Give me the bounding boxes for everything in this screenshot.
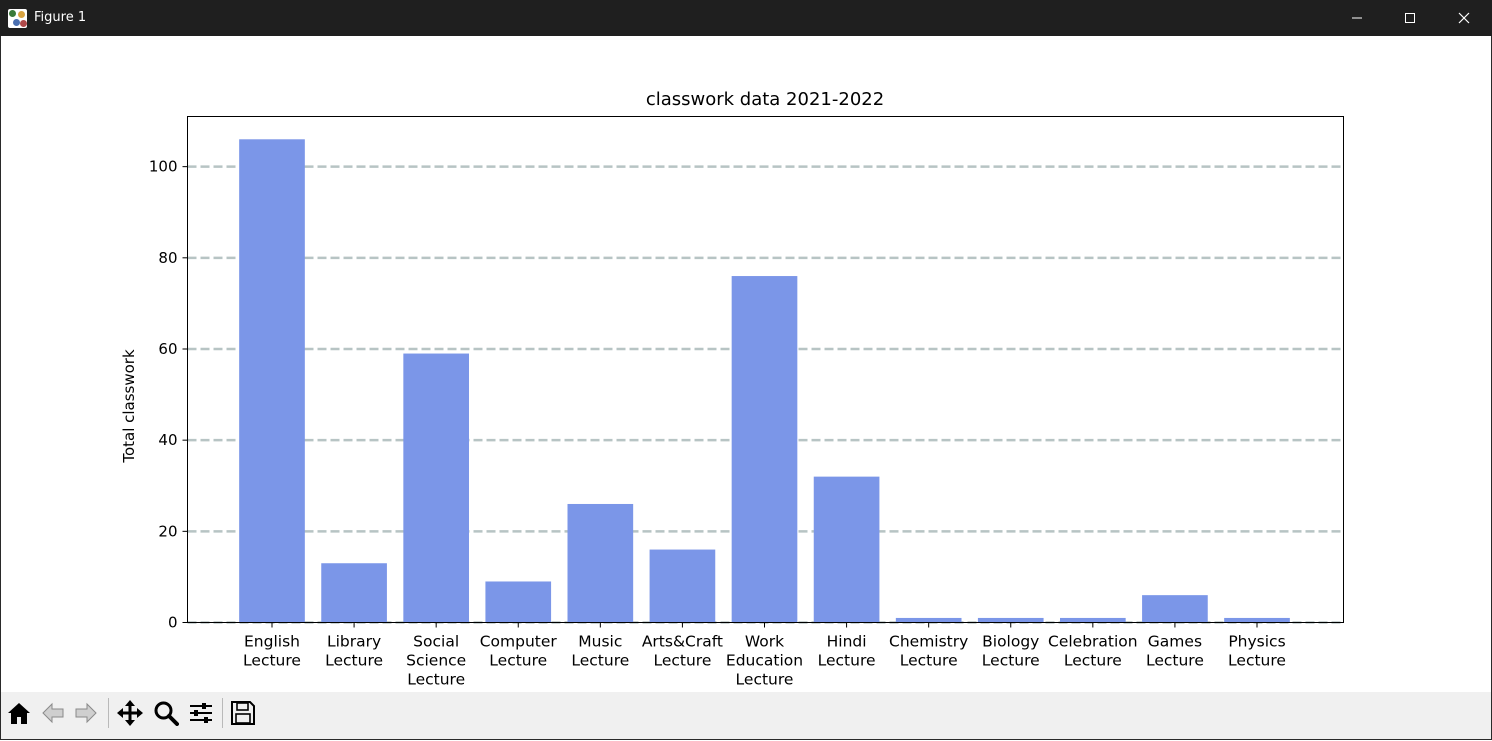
x-tick-label: Library Lecture <box>325 633 383 670</box>
zoom-icon <box>154 701 179 726</box>
x-tick-label: Games Lecture <box>1146 633 1204 670</box>
navigation-toolbar <box>1 692 1491 739</box>
chart-title: classwork data 2021-2022 <box>646 89 884 110</box>
save-button[interactable] <box>227 696 259 730</box>
x-tick-label: Social Science Lecture <box>406 633 466 689</box>
y-tick-label: 0 <box>168 614 178 632</box>
x-ticks: English Lecture Library Lecture Social Scienc… <box>243 622 1286 689</box>
configure-subplots-button[interactable] <box>185 696 217 730</box>
y-tick-label: 100 <box>149 158 178 176</box>
home-button[interactable] <box>3 696 35 730</box>
toolbar-separator <box>222 698 223 728</box>
back-button[interactable] <box>37 696 69 730</box>
save-icon <box>231 701 255 725</box>
y-tick-label: 20 <box>158 522 177 540</box>
minimize-button[interactable] <box>1330 0 1384 36</box>
x-tick-label: Music Lecture <box>571 633 629 670</box>
close-button[interactable] <box>1437 0 1491 36</box>
y-tick-label: 40 <box>158 431 177 449</box>
bar-chart: classwork data 2021-2022 Total classwork… <box>120 89 1344 689</box>
maximize-button[interactable] <box>1383 0 1437 36</box>
configure-subplots-icon <box>190 703 212 723</box>
y-tick-label: 60 <box>158 340 177 358</box>
toolbar-separator <box>108 698 109 728</box>
bar <box>731 276 798 623</box>
x-tick-label: Chemistry Lecture <box>889 633 968 670</box>
window-title: Figure 1 <box>34 10 87 25</box>
x-tick-label: Physics Lecture <box>1228 633 1286 670</box>
bar <box>1060 617 1126 623</box>
forward-icon <box>75 702 97 724</box>
axes-frame <box>187 116 1344 623</box>
app-icon <box>8 9 27 28</box>
maximize-icon <box>1405 13 1415 23</box>
bar <box>1142 595 1208 623</box>
x-tick-label: English Lecture <box>243 633 301 670</box>
bar <box>977 617 1044 623</box>
x-tick-label: Arts&Craft Lecture <box>642 633 723 670</box>
figure-canvas[interactable]: classwork data 2021-2022 Total classwork… <box>1 36 1491 692</box>
back-icon <box>42 702 64 724</box>
bar <box>403 353 469 623</box>
y-axis-label: Total classwork <box>120 349 138 464</box>
bar <box>895 617 962 623</box>
zoom-button[interactable] <box>150 696 182 730</box>
x-tick-label: Biology Lecture <box>982 633 1040 670</box>
bar <box>567 503 634 623</box>
home-icon <box>8 703 30 724</box>
x-tick-label: Celebration Lecture <box>1048 633 1138 670</box>
x-tick-label: Computer Lecture <box>480 633 558 670</box>
bars <box>239 139 1290 623</box>
close-icon <box>1458 12 1470 24</box>
title-bar: Figure 1 <box>0 0 1492 36</box>
bar <box>485 581 552 623</box>
bar <box>649 549 716 623</box>
pan-icon <box>117 700 143 726</box>
bar <box>239 139 305 623</box>
x-tick-label: Work Education Lecture <box>726 633 803 689</box>
minimize-icon <box>1352 17 1362 19</box>
pan-button[interactable] <box>114 696 146 730</box>
x-tick-label: Hindi Lecture <box>818 633 876 670</box>
bar <box>813 476 880 623</box>
bar <box>1224 617 1290 623</box>
forward-button[interactable] <box>70 696 102 730</box>
y-tick-label: 80 <box>158 249 177 267</box>
y-ticks: 0 20 40 60 80 100 <box>149 158 188 632</box>
bar <box>321 563 387 623</box>
